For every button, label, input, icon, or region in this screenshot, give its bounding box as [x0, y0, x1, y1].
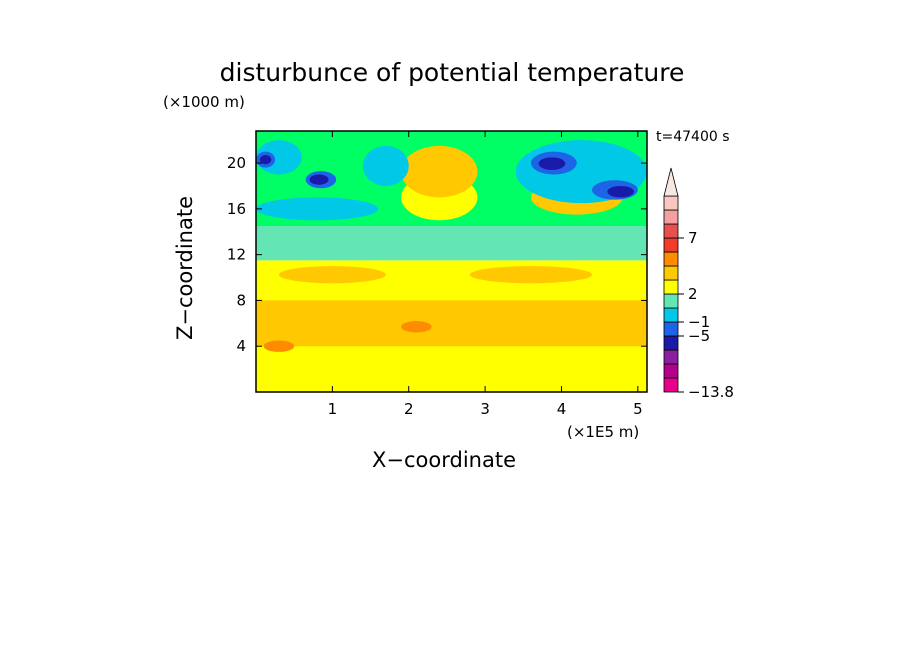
colorbar-swatch	[663, 349, 679, 365]
contour-region-15	[259, 155, 272, 165]
colorbar-swatch	[663, 209, 679, 225]
x-axis-unit: (×1E5 m)	[567, 423, 640, 441]
x-tick-label: 1	[328, 400, 338, 418]
y-tick-label: 20	[227, 154, 246, 172]
y-axis-unit: (×1000 m)	[163, 93, 245, 111]
contour-region-12	[362, 145, 409, 186]
chart-title-text: disturbunce of potential temperature	[219, 58, 685, 87]
contour-region-3	[256, 300, 647, 347]
y-tick-label: 12	[227, 246, 246, 264]
colorbar-label: −1	[688, 313, 710, 331]
y-tick-label: 8	[236, 291, 246, 309]
colorbar-swatch	[663, 335, 679, 351]
x-tick-label: 5	[633, 400, 643, 418]
colorbar-label: −5	[688, 327, 710, 345]
x-tick-label: 4	[557, 400, 567, 418]
x-axis-label: X−coordinate	[372, 448, 516, 472]
contour-region-22	[607, 185, 635, 198]
x-tick-label: 2	[404, 400, 414, 418]
colorbar-label: −13.8	[688, 383, 734, 401]
time-label: t=47400 s	[656, 129, 730, 145]
contour-region-6	[401, 321, 432, 333]
colorbar-extend-arrow	[663, 167, 679, 197]
colorbar-swatch	[663, 251, 679, 267]
colorbar-label: 7	[688, 229, 698, 247]
colorbar-swatch	[663, 195, 679, 211]
colorbar-swatch	[663, 363, 679, 379]
contour-region-1	[256, 226, 647, 261]
chart-title: disturbunce of potential temperature	[0, 58, 904, 87]
contour-region-5	[469, 266, 593, 284]
contour-region-9	[401, 145, 478, 198]
colorbar-swatch	[663, 265, 679, 281]
x-tick-label: 3	[480, 400, 490, 418]
colorbar-label: 2	[688, 285, 698, 303]
colorbar-swatch	[663, 223, 679, 239]
y-tick-label: 16	[227, 200, 246, 218]
contour-region-11	[256, 197, 379, 221]
plot-frame	[255, 130, 648, 393]
colorbar-swatch	[663, 293, 679, 309]
contour-region-4	[278, 266, 386, 284]
colorbar-swatch	[663, 237, 679, 253]
colorbar-swatch	[663, 377, 679, 393]
y-tick-label: 4	[236, 337, 246, 355]
contour-region-7	[263, 340, 295, 352]
colorbar-swatch	[663, 279, 679, 295]
contour-field	[256, 131, 647, 392]
contour-region-20	[538, 157, 566, 170]
contour-region-17	[309, 174, 329, 185]
colorbar-swatch	[663, 321, 679, 337]
colorbar-swatch	[663, 307, 679, 323]
